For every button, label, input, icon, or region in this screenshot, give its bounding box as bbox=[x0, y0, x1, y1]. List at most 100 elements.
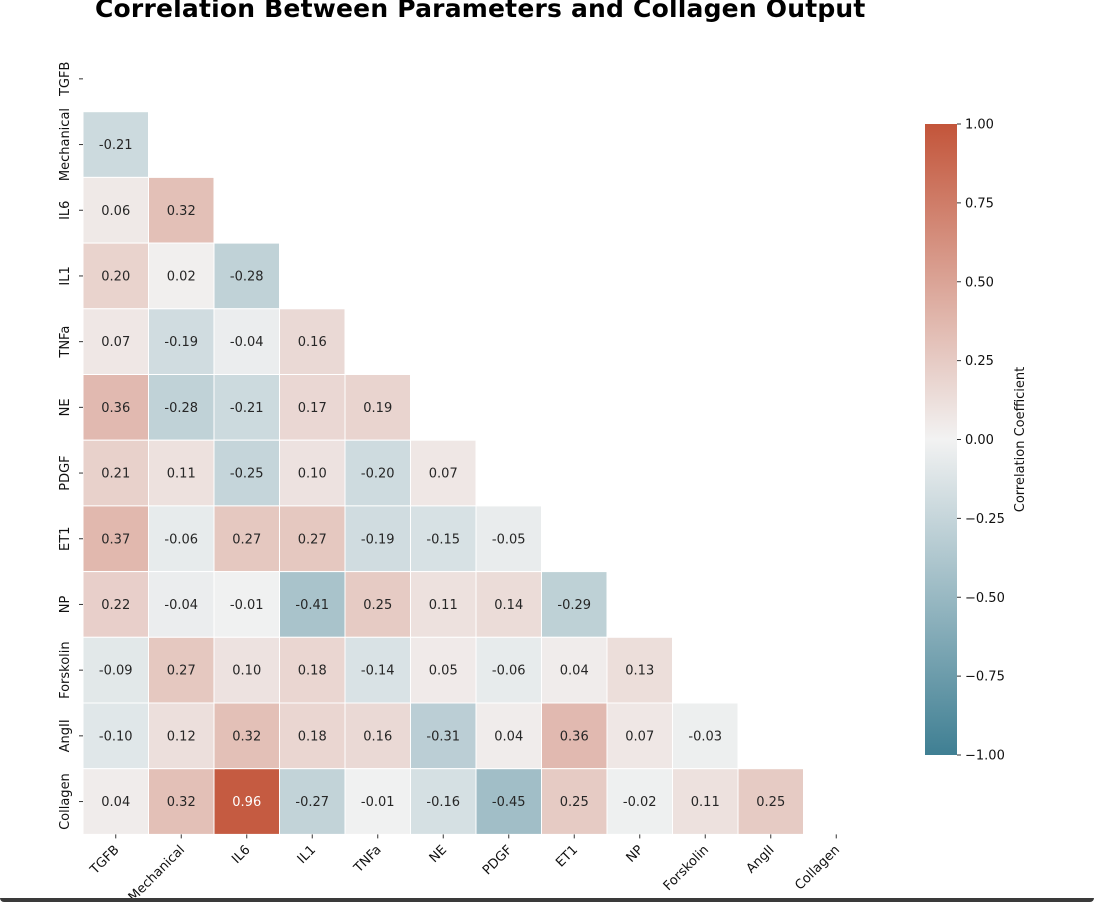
cell-value-label: 0.12 bbox=[167, 729, 196, 744]
heatmap-cell bbox=[148, 374, 215, 441]
cell-value-label: -0.19 bbox=[164, 335, 198, 350]
heatmap-cell bbox=[344, 702, 411, 770]
heatmap-cell bbox=[213, 439, 280, 507]
cell-value-label: 0.21 bbox=[101, 467, 130, 482]
x-tick-label: PDGF bbox=[480, 843, 516, 879]
cell-value-label: -0.01 bbox=[230, 598, 264, 613]
heatmap-cell bbox=[410, 439, 477, 507]
heatmap-cell bbox=[344, 571, 411, 638]
x-tick-label: Mechanical bbox=[126, 843, 188, 902]
cell-value-label: 0.04 bbox=[101, 795, 130, 810]
heatmap-cell bbox=[213, 571, 280, 638]
x-tick-label: IL6 bbox=[229, 843, 253, 867]
cell-value-label: 0.07 bbox=[429, 467, 458, 482]
heatmap-cells bbox=[82, 111, 804, 835]
x-tick-label: NE bbox=[427, 843, 450, 866]
heatmap-cell bbox=[541, 768, 608, 835]
heatmap-cell bbox=[279, 439, 346, 507]
cell-value-label: 0.04 bbox=[494, 729, 523, 744]
cell-value-label: 0.32 bbox=[232, 729, 261, 744]
cell-value-label: -0.45 bbox=[492, 795, 526, 810]
cell-value-label: 0.02 bbox=[167, 269, 196, 284]
x-tick-label: Forskolin bbox=[661, 843, 712, 894]
cell-value-label: 0.37 bbox=[101, 532, 130, 547]
cell-value-label: 0.07 bbox=[101, 335, 130, 350]
cell-value-label: 0.10 bbox=[298, 467, 327, 482]
heatmap-cell bbox=[410, 702, 477, 770]
colorbar-gradient bbox=[925, 124, 957, 755]
cell-value-label: 0.11 bbox=[429, 598, 458, 613]
colorbar-tick-label: 0.50 bbox=[965, 275, 994, 290]
heatmap-cell bbox=[82, 374, 149, 441]
cell-value-label: -0.06 bbox=[492, 664, 526, 679]
heatmap-cell bbox=[213, 768, 280, 835]
chart-title: Correlation Between Parameters and Colla… bbox=[95, 0, 866, 23]
cell-value-label: 0.04 bbox=[560, 664, 589, 679]
cell-value-label: 0.14 bbox=[494, 598, 523, 613]
cell-value-label: -0.16 bbox=[426, 795, 460, 810]
y-tick-label: Mechanical bbox=[58, 108, 73, 181]
colorbar-tick-label: 1.00 bbox=[965, 118, 994, 133]
y-axis: TGFB Mechanical IL6 IL1 TNFa NE PDGF ET1 NP Forsk… bbox=[58, 62, 83, 830]
y-tick-label: Collagen bbox=[58, 773, 73, 830]
cell-value-label: -0.19 bbox=[361, 532, 395, 547]
cell-value-label: -0.41 bbox=[295, 598, 329, 613]
x-tick-label: TGFB bbox=[87, 843, 123, 879]
cell-value-label: -0.05 bbox=[492, 532, 526, 547]
heatmap-cell bbox=[279, 768, 346, 835]
heatmap-cell bbox=[672, 768, 739, 835]
cell-value-label: -0.21 bbox=[99, 138, 133, 153]
cell-value-label: 0.27 bbox=[232, 532, 261, 547]
heatmap-cell bbox=[213, 702, 280, 770]
heatmap-cell bbox=[82, 308, 149, 375]
colorbar-tick-label: −0.25 bbox=[965, 512, 1005, 527]
heatmap-cell bbox=[82, 571, 149, 638]
cell-value-label: 0.10 bbox=[232, 664, 261, 679]
heatmap-cell bbox=[279, 571, 346, 638]
x-tick-label: IL1 bbox=[295, 843, 319, 867]
cell-value-label: -0.03 bbox=[688, 729, 722, 744]
heatmap-cell bbox=[148, 636, 215, 704]
cell-value-label: 0.32 bbox=[167, 795, 196, 810]
cell-value-label: 0.06 bbox=[101, 204, 130, 219]
cell-value-label: -0.28 bbox=[164, 401, 198, 416]
cell-value-label: -0.14 bbox=[361, 664, 395, 679]
colorbar-tick-label: 0.75 bbox=[965, 196, 994, 211]
heatmap-cell bbox=[541, 636, 608, 704]
heatmap-cell bbox=[672, 702, 739, 770]
x-tick-label: NP bbox=[624, 843, 647, 866]
cell-value-label: 0.18 bbox=[298, 664, 327, 679]
heatmap-cell bbox=[279, 374, 346, 441]
cell-value-label: 0.19 bbox=[363, 401, 392, 416]
x-axis: TGFB Mechanical IL6 IL1 TNFa NE PDGF ET1 NP Forsk… bbox=[87, 834, 843, 902]
y-tick-label: AngII bbox=[58, 719, 73, 752]
cell-value-label: -0.15 bbox=[426, 532, 460, 547]
cell-value-label: 0.16 bbox=[298, 335, 327, 350]
heatmap-cell bbox=[148, 242, 215, 310]
heatmap-cell bbox=[148, 176, 215, 244]
heatmap-cell-labels: -0.21 0.06 0.32 0.20 0.02 -0.28 0.07 -0.19 -0.04… bbox=[99, 138, 785, 810]
cell-value-label: 0.13 bbox=[625, 664, 654, 679]
heatmap-cell bbox=[344, 636, 411, 704]
heatmap-cell bbox=[213, 636, 280, 704]
y-tick-label: Forskolin bbox=[58, 641, 73, 699]
cell-value-label: 0.25 bbox=[560, 795, 589, 810]
cell-value-label: -0.06 bbox=[164, 532, 198, 547]
heatmap-cell bbox=[606, 636, 673, 704]
cell-value-label: -0.10 bbox=[99, 729, 133, 744]
cell-value-label: 0.17 bbox=[298, 401, 327, 416]
colorbar-tick-label: −1.00 bbox=[965, 749, 1005, 764]
heatmap-cell bbox=[541, 702, 608, 770]
heatmap-cell bbox=[279, 505, 346, 573]
cell-value-label: -0.20 bbox=[361, 467, 395, 482]
cell-value-label: 0.36 bbox=[101, 401, 130, 416]
cell-value-label: 0.27 bbox=[167, 664, 196, 679]
cell-value-label: 0.96 bbox=[232, 795, 261, 810]
cell-value-label: 0.16 bbox=[363, 729, 392, 744]
cell-value-label: 0.11 bbox=[691, 795, 720, 810]
heatmap-cell bbox=[213, 505, 280, 573]
cell-value-label: 0.18 bbox=[298, 729, 327, 744]
heatmap-cell bbox=[410, 636, 477, 704]
cell-value-label: -0.09 bbox=[99, 664, 133, 679]
